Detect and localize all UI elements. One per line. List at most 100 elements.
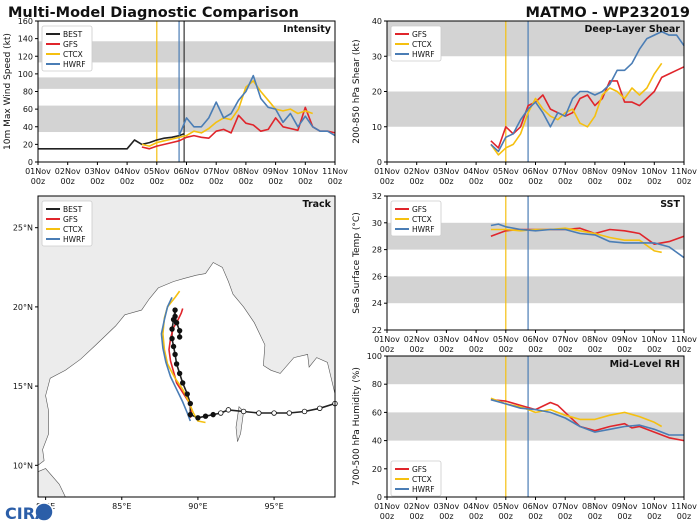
track-title: Track [303,199,332,210]
intensity-xtick-label-6: 07Nov [203,167,229,176]
intensity-band-1 [38,77,335,89]
sst-xtick-label-1: 02Nov [404,335,430,344]
shear-legend-label-ctcx: CTCX [412,40,432,49]
sst-xtick-label-7: 08Nov [582,335,608,344]
intensity-xtick-label-2: 03Nov [85,167,111,176]
sst-series-hwrf [490,223,685,259]
track-best-point [195,415,201,421]
track-best-point [184,391,190,397]
track-best-point [169,335,175,342]
track-best-point [176,327,183,334]
intensity-xtick-sublabel-9: 00z [298,177,312,186]
shear-xtick-label-9: 10Nov [641,167,667,176]
shear-xtick-sublabel-10: 00z [677,177,691,186]
sst-ytick-label-30: 30 [372,219,382,228]
rh-ytick-label-60: 60 [372,408,382,417]
intensity-ylabel: 10m Max Wind Speed (kt) [3,33,13,150]
rh-xtick-label-5: 06Nov [523,502,549,511]
rh-ytick-label-80: 80 [372,380,382,389]
intensity-xtick-sublabel-6: 00z [209,177,223,186]
track-xtick-label-90: 90°E [188,502,207,511]
rh-xtick-label-1: 02Nov [404,502,430,511]
intensity-ytick-label-40: 40 [23,123,33,132]
intensity-xtick-sublabel-2: 00z [90,177,104,186]
shear-xtick-label-6: 07Nov [552,167,578,176]
rh-xtick-sublabel-1: 00z [410,512,424,521]
track-best-point [210,411,216,418]
intensity-series-ctcx [141,80,313,147]
rh-ytick-label-100: 100 [367,352,382,361]
sst-title: SST [660,199,680,210]
rh-xtick-sublabel-5: 00z [528,512,542,521]
shear-ylabel: 200-850 hPa Shear (kt) [352,39,362,143]
rh-xtick-label-4: 05Nov [493,502,519,511]
sst-xtick-sublabel-1: 00z [410,345,424,354]
intensity-series-gfs [141,106,336,150]
cira-logo: CIRA [5,502,54,523]
cira-logo-text: CIRA [5,504,48,523]
intensity-ytick-label-0: 0 [28,158,33,167]
shear-ytick-label-40: 40 [372,17,382,26]
sst-xtick-sublabel-4: 00z [499,345,513,354]
track-best-point [179,380,186,386]
track-ytick-label-15: 15°N [13,382,33,391]
track-best-point [256,410,262,416]
rh-xtick-label-2: 03Nov [434,502,460,511]
track-best-point [172,307,178,313]
intensity-xtick-label-9: 10Nov [292,167,318,176]
intensity-xtick-label-10: 11Nov [322,167,348,176]
shear-xtick-sublabel-0: 00z [380,177,394,186]
rh-series-hwrf [490,398,684,436]
intensity-xtick-label-0: 01Nov [25,167,51,176]
sst-xtick-sublabel-5: 00z [528,345,542,354]
intensity-legend-label-ctcx: CTCX [63,50,83,59]
track-best-point [301,408,308,415]
shear-xtick-sublabel-9: 00z [647,177,661,186]
sst-legend-label-ctcx: CTCX [412,215,432,224]
track-landmass [37,195,336,466]
rh-xtick-sublabel-8: 00z [617,512,631,521]
shear-xtick-label-3: 04Nov [463,167,489,176]
intensity-xtick-sublabel-5: 00z [179,177,193,186]
sst-xtick-label-8: 09Nov [612,335,638,344]
sst-xtick-label-5: 06Nov [523,335,549,344]
track-best-point [218,410,224,416]
shear-xtick-sublabel-8: 00z [617,177,631,186]
track-xtick-label-95: 95°E [264,502,283,511]
track-best-point [176,370,183,377]
sst-legend-label-gfs: GFS [412,205,427,214]
shear-xtick-label-10: 11Nov [671,167,697,176]
track-best-point [169,326,175,332]
sst-xtick-label-0: 01Nov [374,335,400,344]
track-best-point [172,313,178,320]
intensity-xtick-sublabel-1: 00z [61,177,75,186]
shear-xtick-label-7: 08Nov [582,167,608,176]
rh-xtick-sublabel-4: 00z [499,512,513,521]
intensity-xtick-sublabel-3: 00z [120,177,134,186]
shear-series-gfs [490,66,685,149]
intensity-xtick-label-7: 08Nov [233,167,259,176]
rh-ylabel: 700-500 hPa Humidity (%) [352,367,362,486]
track-legend-label-best: BEST [63,205,83,214]
track-ytick-label-20: 20°N [13,303,33,312]
intensity-xtick-label-5: 06Nov [174,167,200,176]
track-best-point [187,400,194,407]
shear-xtick-label-1: 02Nov [404,167,430,176]
intensity-ytick-label-80: 80 [23,88,33,97]
track-best-point [271,410,277,416]
shear-xtick-sublabel-5: 00z [528,177,542,186]
shear-xtick-label-4: 05Nov [493,167,519,176]
shear-panel: 01020304001Nov00z02Nov00z03Nov00z04Nov00… [352,17,697,186]
intensity-xtick-sublabel-7: 00z [239,177,253,186]
track-ytick-label-10: 10°N [13,461,33,470]
track-best-point [172,351,178,358]
shear-series-ctcx [490,62,663,156]
intensity-ytick-label-20: 20 [23,140,33,149]
track-frame [37,195,336,498]
track-best-point [240,408,247,415]
shear-legend-label-gfs: GFS [412,30,427,39]
sst-panel: 22242628303201Nov00z02Nov00z03Nov00z04No… [352,192,697,354]
sst-xtick-label-10: 11Nov [671,335,697,344]
track-best-point [173,320,180,326]
